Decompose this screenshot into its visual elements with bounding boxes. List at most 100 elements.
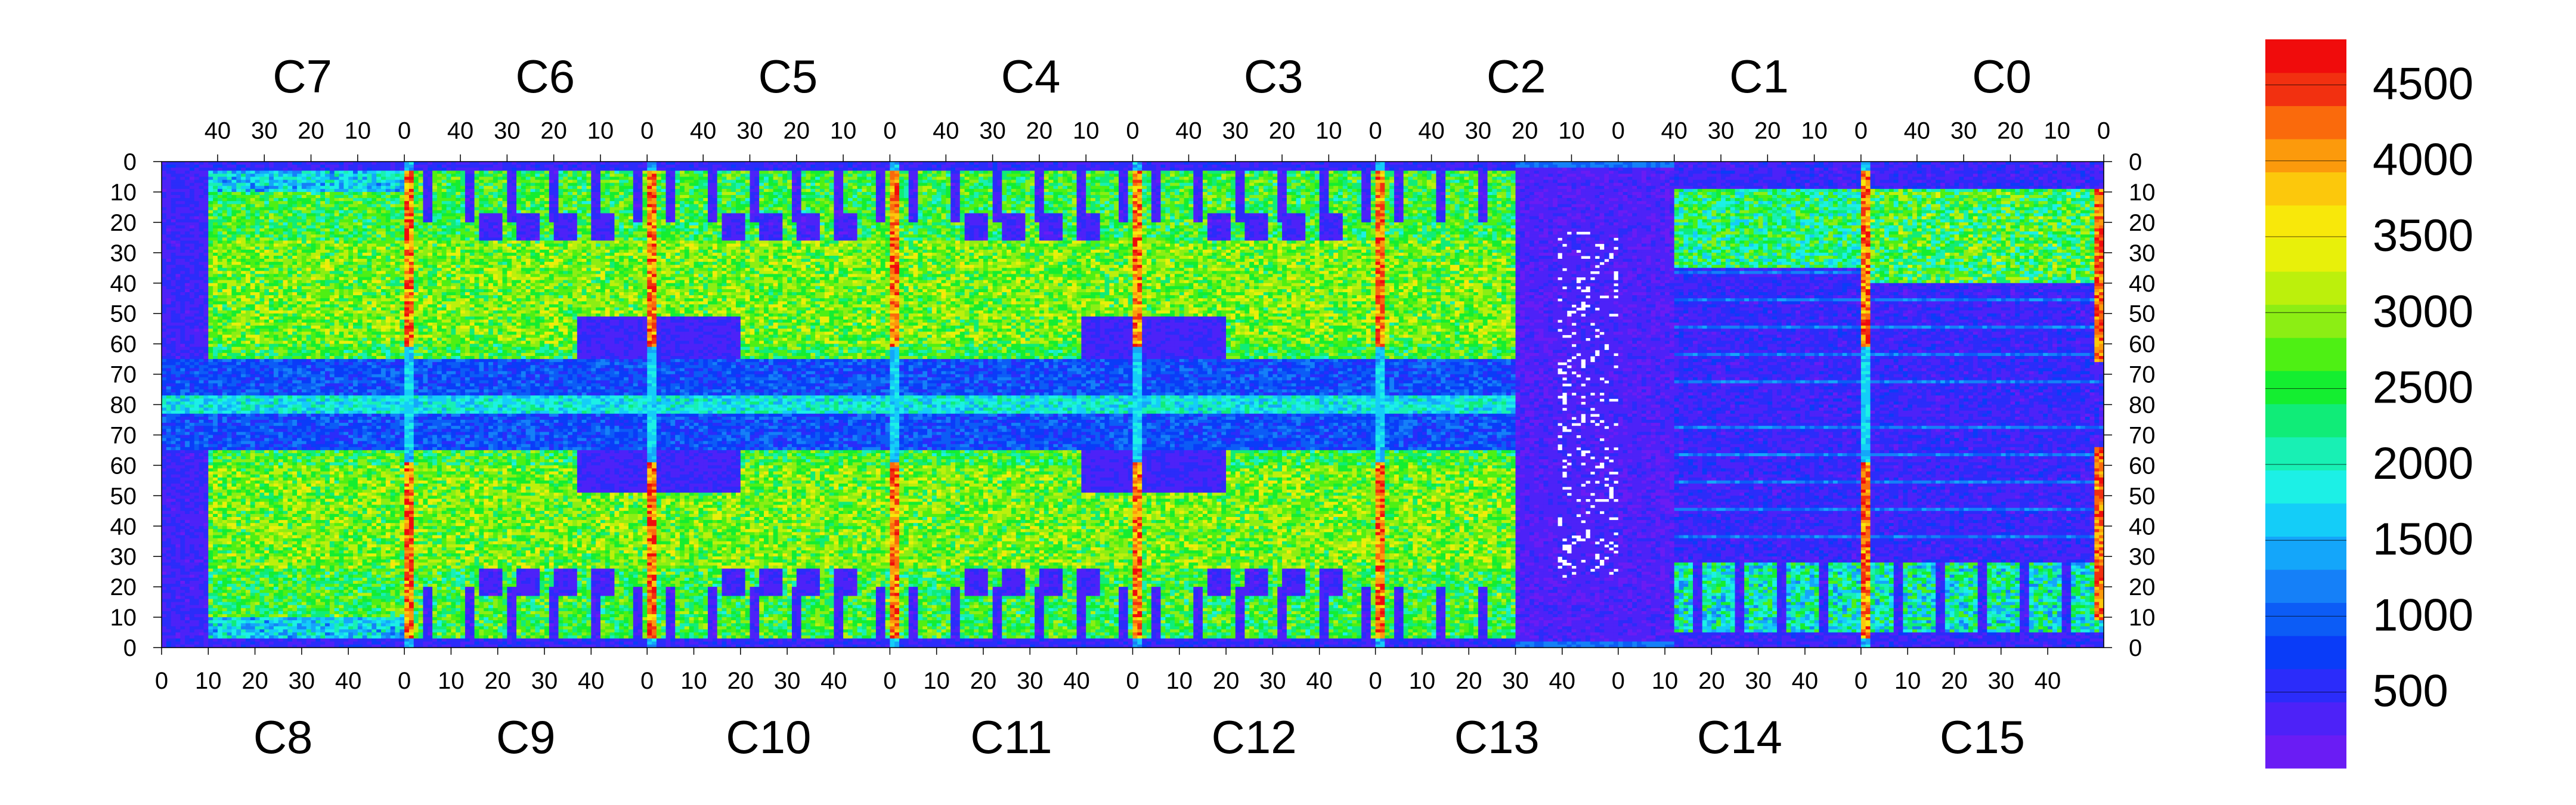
heatmap-cell bbox=[166, 162, 171, 165]
heatmap-cell bbox=[881, 174, 886, 177]
heatmap-cell bbox=[222, 177, 227, 180]
heatmap-cell bbox=[2057, 177, 2062, 180]
heatmap-cell bbox=[1492, 165, 1497, 168]
heatmap-cell bbox=[1142, 165, 1147, 168]
heatmap-cell bbox=[199, 165, 204, 168]
heatmap-cell bbox=[1950, 177, 1955, 180]
heatmap-cell bbox=[1128, 174, 1133, 177]
heatmap-cell bbox=[1707, 174, 1712, 177]
heatmap-cell bbox=[241, 174, 246, 177]
heatmap-cell bbox=[2062, 168, 2067, 171]
heatmap-cell bbox=[670, 168, 675, 171]
heatmap-cell bbox=[1940, 162, 1945, 165]
heatmap-cell bbox=[1389, 162, 1394, 165]
heatmap-cell bbox=[914, 174, 918, 177]
heatmap-cell bbox=[1016, 171, 1021, 174]
heatmap-cell bbox=[1501, 174, 1506, 177]
heatmap-cell bbox=[2062, 177, 2067, 180]
heatmap-cell bbox=[1128, 162, 1133, 165]
heatmap-cell bbox=[1716, 171, 1721, 174]
heatmap-cell bbox=[1805, 162, 1810, 165]
heatmap-cell bbox=[1058, 171, 1063, 174]
heatmap-cell bbox=[685, 171, 689, 174]
heatmap-cell bbox=[343, 165, 348, 168]
heatmap-cell bbox=[1361, 171, 1366, 174]
heatmap-cell bbox=[731, 162, 736, 165]
heatmap-cell bbox=[190, 180, 194, 184]
heatmap-cell bbox=[638, 165, 643, 168]
heatmap-cell bbox=[689, 162, 694, 165]
heatmap-cell bbox=[960, 180, 965, 184]
heatmap-cell bbox=[965, 177, 970, 180]
heatmap-cell bbox=[577, 174, 582, 177]
heatmap-cell bbox=[1530, 177, 1534, 180]
heatmap-cell bbox=[881, 180, 886, 184]
heatmap-cell bbox=[1912, 162, 1917, 165]
heatmap-cell bbox=[685, 168, 689, 171]
heatmap-cell bbox=[1931, 168, 1936, 171]
heatmap-cell bbox=[666, 171, 671, 174]
heatmap-cell bbox=[1632, 177, 1637, 180]
heatmap-cell bbox=[166, 171, 171, 174]
heatmap-cell bbox=[1324, 162, 1329, 165]
heatmap-cell bbox=[1067, 174, 1072, 177]
heatmap-cell bbox=[1758, 165, 1763, 168]
heatmap-cell bbox=[979, 171, 983, 174]
heatmap-cell bbox=[2006, 171, 2011, 174]
heatmap-cell bbox=[250, 165, 255, 168]
heatmap-cell bbox=[306, 174, 311, 177]
heatmap-cell bbox=[292, 180, 297, 184]
heatmap-cell bbox=[685, 180, 689, 184]
heatmap-cell bbox=[488, 180, 493, 184]
heatmap-cell bbox=[838, 180, 843, 184]
heatmap-cell bbox=[475, 177, 479, 180]
heatmap-cell bbox=[255, 171, 260, 174]
heatmap-cell bbox=[2010, 165, 2015, 168]
heatmap-cell bbox=[886, 162, 890, 165]
heatmap-cell bbox=[1450, 162, 1455, 165]
heatmap-cell bbox=[848, 165, 853, 168]
heatmap-cell bbox=[899, 177, 904, 180]
heatmap-cell bbox=[2080, 162, 2085, 165]
heatmap-cell bbox=[493, 177, 498, 180]
heatmap-cell bbox=[456, 165, 460, 168]
heatmap-cell bbox=[437, 162, 442, 165]
heatmap-cell bbox=[997, 174, 1002, 177]
heatmap-cell bbox=[614, 177, 619, 180]
heatmap-cell bbox=[628, 168, 633, 171]
heatmap-cell bbox=[666, 174, 671, 177]
heatmap-cell bbox=[946, 180, 950, 184]
heatmap-cell bbox=[1244, 165, 1249, 168]
heatmap-cell bbox=[1912, 168, 1917, 171]
heatmap-cell bbox=[1165, 174, 1170, 177]
heatmap-cell bbox=[1749, 171, 1754, 174]
heatmap-cell bbox=[1763, 162, 1767, 165]
heatmap-cell bbox=[516, 168, 521, 171]
heatmap-cell bbox=[979, 162, 983, 165]
heatmap-cell bbox=[391, 177, 395, 180]
heatmap-cell bbox=[1843, 171, 1847, 174]
heatmap-cell bbox=[866, 168, 871, 171]
heatmap-cell bbox=[1562, 162, 1567, 165]
heatmap-cell bbox=[890, 168, 894, 171]
heatmap-cell bbox=[325, 177, 330, 180]
heatmap-cell bbox=[1875, 171, 1880, 174]
heatmap-cell bbox=[1399, 171, 1404, 174]
heatmap-cell bbox=[745, 165, 750, 168]
heatmap-cell bbox=[1516, 171, 1521, 174]
heatmap-cell bbox=[1469, 168, 1473, 171]
heatmap-cell bbox=[1599, 177, 1604, 180]
heatmap-cell bbox=[1833, 171, 1838, 174]
heatmap-cell bbox=[848, 180, 853, 184]
heatmap-cell bbox=[558, 171, 563, 174]
heatmap-cell bbox=[1632, 162, 1637, 165]
heatmap-cell bbox=[1086, 171, 1091, 174]
heatmap-cell bbox=[927, 168, 932, 171]
heatmap-cell bbox=[1787, 162, 1791, 165]
heatmap-cell bbox=[2085, 168, 2090, 171]
heatmap-cell bbox=[1987, 177, 1992, 180]
heatmap-cell bbox=[834, 165, 838, 168]
heatmap-cell bbox=[1030, 174, 1035, 177]
heatmap-cell bbox=[1208, 177, 1212, 180]
heatmap-cell bbox=[838, 174, 843, 177]
